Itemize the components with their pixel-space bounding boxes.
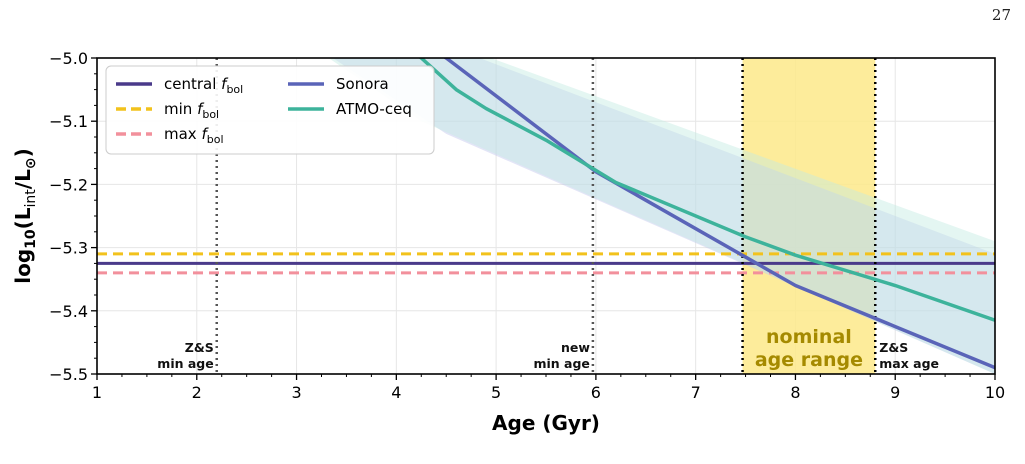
y-label-part: log [11,249,35,284]
age-marker-label: min age [157,356,213,371]
x-tick-label: 2 [192,383,202,402]
age-marker-label: max age [879,356,939,371]
age-markers [215,58,877,374]
fbol-lines [97,252,995,275]
x-tick-label: 9 [890,383,900,402]
x-tick-label: 10 [985,383,1005,402]
age-marker-label: Z&S [185,340,214,355]
y-label-part: 10 [23,229,39,249]
x-tick-label: 3 [291,383,301,402]
legend-label-text: ATMO-ceq [336,100,412,118]
x-axis-label: Age (Gyr) [492,411,600,435]
y-tick-label: −5.3 [49,239,88,258]
page-number: 27 [991,6,1011,24]
legend-label-italic: f [197,100,205,118]
model-curves [418,58,995,370]
x-tick-label: 6 [591,383,601,402]
legend-label-italic: f [201,125,209,143]
legend-label-italic: f [221,75,229,93]
legend-label: ATMO-ceq [336,100,412,118]
y-label-part: (L [11,207,35,229]
legend-label: max fbol [164,125,224,146]
band-atmo-ceq-range [328,58,995,374]
nominal-age-span-rect [742,58,876,374]
legend-label-text: max [164,125,201,143]
y-label-part: int [23,189,39,208]
legend-label-text: min [164,100,197,118]
x-tick-label: 1 [92,383,102,402]
y-tick-label: −5.2 [49,175,88,194]
nominal-age-range-label: nominal [766,326,852,348]
legend-label-sub: bol [202,108,219,121]
y-tick-label: −5.1 [49,112,88,131]
legend-label-sub: bol [207,133,224,146]
legend-label-text: Sonora [336,75,389,93]
y-label-part: /L [11,169,35,189]
legend-box [105,65,435,155]
uncertainty-bands [328,58,995,374]
legend-label: Sonora [336,75,389,93]
y-label-part: ⊙ [23,157,39,169]
band-sonora-range [332,58,995,374]
nominal-age-span [742,58,876,374]
y-axis-label: log10(Lint/L⊙) [11,148,39,284]
x-tick-label: 7 [691,383,701,402]
y-label-part: ) [11,148,35,157]
x-tick-label: 5 [491,383,501,402]
y-tick-label: −5.0 [49,49,88,68]
legend-label-sub: bol [226,83,243,96]
age-marker-label: new [561,340,590,355]
axes: 1 2 3 4 5 6 7 8 9 10 −5.5 −5.4 −5.3 −5.2 −5.1 −5.0 Age (… [11,49,1005,435]
series-atmo-ceq [418,58,995,322]
series-sonora [443,58,995,370]
nominal-age-range-label: age range [755,349,863,371]
y-tick-label: −5.4 [49,302,88,321]
x-tick-label: 4 [391,383,401,402]
x-tick-label: 8 [790,383,800,402]
age-marker-label: Z&S [879,340,908,355]
legend-label: central fbol [164,75,243,96]
legend-label: min fbol [164,100,219,121]
legend-label-text: central [164,75,221,93]
y-tick-label: −5.5 [49,365,88,384]
age-marker-label: min age [533,356,589,371]
